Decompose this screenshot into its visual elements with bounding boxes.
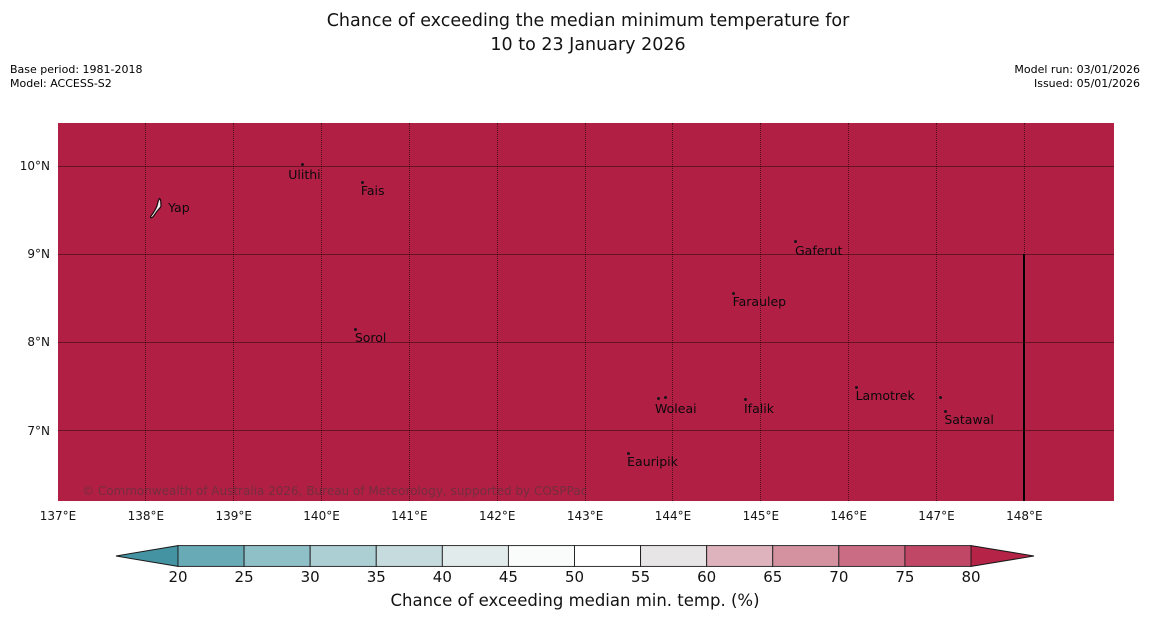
lat-tick-label: 7°N xyxy=(27,423,50,438)
title-line1: Chance of exceeding the median minimum t… xyxy=(326,11,850,31)
model-run-text: Model run: 03/01/2026 xyxy=(1014,63,1140,76)
lon-gridline xyxy=(233,123,235,501)
lon-gridline xyxy=(936,123,938,501)
map-canvas: © Commonwealth of Australia 2026, Bureau… xyxy=(58,123,1114,501)
island-label: Lamotrek xyxy=(855,388,915,404)
figure-title: Chance of exceeding the median minimum t… xyxy=(26,9,1150,57)
eez-boundary-line xyxy=(1023,254,1026,501)
base-period-text: Base period: 1981-2018 xyxy=(10,63,143,76)
island-label: Woleai xyxy=(655,400,697,416)
island-marker xyxy=(855,385,859,389)
colorbar-tick-label: 70 xyxy=(829,568,849,586)
lat-tick-label: 8°N xyxy=(27,335,50,350)
island-marker xyxy=(939,395,943,399)
island-marker xyxy=(943,409,947,413)
model-text: Model: ACCESS-S2 xyxy=(10,77,112,90)
lon-tick-label: 138°E xyxy=(127,509,165,523)
lon-tick-label: 140°E xyxy=(303,509,340,523)
colorbar-tick-label: 40 xyxy=(432,568,452,586)
island-marker xyxy=(656,397,660,401)
lon-tick-label: 147°E xyxy=(918,509,955,523)
run-info-right: Model run: 03/01/2026 Issued: 05/01/2026 xyxy=(1014,63,1140,91)
copyright-notice: © Commonwealth of Australia 2026, Bureau… xyxy=(82,484,588,498)
title-line2: 10 to 23 January 2026 xyxy=(490,35,686,55)
colorbar-tick-label: 55 xyxy=(631,568,651,586)
colorbar-label: Chance of exceeding median min. temp. (%… xyxy=(390,591,760,610)
island-label: Ifalik xyxy=(744,400,774,416)
lat-tick-label: 9°N xyxy=(27,247,50,262)
lon-tick-label: 143°E xyxy=(566,509,604,523)
lon-tick-label: 144°E xyxy=(654,509,692,523)
island-marker xyxy=(354,327,358,331)
island-label: Ulithi xyxy=(288,167,321,183)
colorbar-tick-label: 75 xyxy=(895,568,915,586)
lat-tick-label: 10°N xyxy=(19,159,50,174)
colorbar-tick-label: 30 xyxy=(300,568,320,586)
colorbar-tick-label: 45 xyxy=(498,568,518,586)
island-marker xyxy=(300,162,304,166)
yap-island-icon xyxy=(148,197,168,220)
lat-gridline xyxy=(58,165,1114,167)
island-marker xyxy=(732,291,736,295)
lon-tick-label: 141°E xyxy=(391,509,428,523)
lat-gridline xyxy=(58,341,1114,343)
lon-tick-label: 146°E xyxy=(830,509,867,523)
lon-gridline xyxy=(321,123,323,501)
island-marker xyxy=(794,240,798,244)
lat-gridline xyxy=(58,253,1114,255)
lon-gridline xyxy=(408,123,410,501)
colorbar-tick-label: 50 xyxy=(564,568,585,586)
lon-gridline xyxy=(584,123,586,501)
island-label: Yap xyxy=(168,199,190,215)
colorbar-tick-label: 65 xyxy=(763,568,783,586)
issued-text: Issued: 05/01/2026 xyxy=(1033,77,1140,90)
lon-gridline xyxy=(145,123,147,501)
island-label: Fais xyxy=(360,182,385,198)
run-info-left: Base period: 1981-2018 Model: ACCESS-S2 xyxy=(10,63,142,91)
island-label: Eauripik xyxy=(627,454,678,470)
lon-tick-label: 148°E xyxy=(1006,509,1043,523)
lon-gridline xyxy=(760,123,762,501)
island-label: Satawal xyxy=(944,412,994,428)
colorbar xyxy=(115,545,1035,567)
colorbar-tick-label: 35 xyxy=(366,568,386,586)
island-marker xyxy=(361,181,365,185)
colorbar-tick-label: 20 xyxy=(168,568,188,586)
lon-tick-label: 142°E xyxy=(479,509,516,523)
island-label: Faraulep xyxy=(732,294,787,310)
island-marker xyxy=(663,395,667,399)
lat-gridline xyxy=(58,430,1114,431)
lon-gridline xyxy=(848,123,850,501)
island-label: Gaferut xyxy=(794,242,843,258)
lon-tick-label: 145°E xyxy=(742,509,780,523)
lon-tick-label: 139°E xyxy=(215,509,252,523)
colorbar-tick-label: 80 xyxy=(961,568,981,586)
island-marker xyxy=(626,451,630,455)
island-marker xyxy=(743,398,747,402)
colorbar-tick-label: 25 xyxy=(234,568,254,586)
island-label: Sorol xyxy=(354,330,387,346)
colorbar-tick-label: 60 xyxy=(697,568,717,586)
lon-tick-label: 137°E xyxy=(39,509,77,523)
lon-gridline xyxy=(672,123,674,501)
lon-gridline xyxy=(496,123,498,501)
